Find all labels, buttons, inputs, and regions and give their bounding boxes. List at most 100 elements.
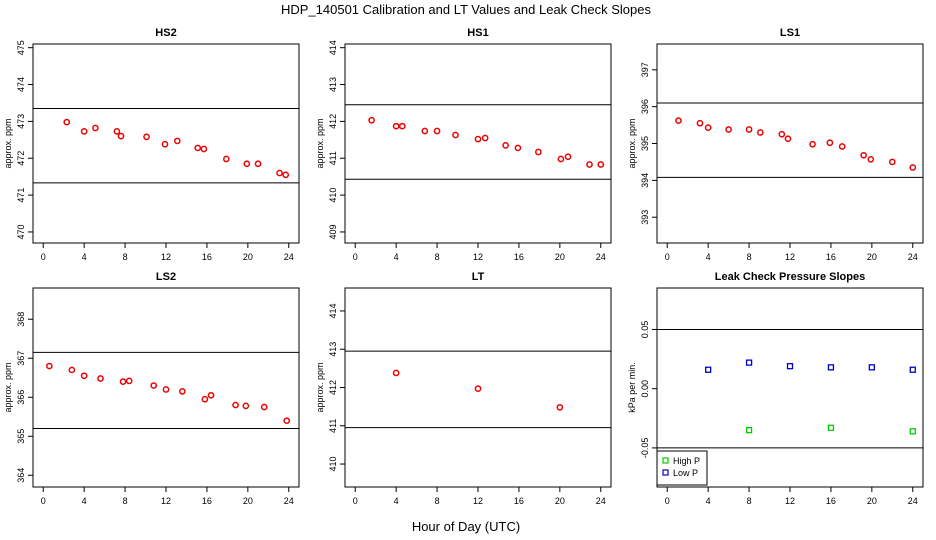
panel-lt: LT approx. ppm 0 4 8 12 16 20 24 410 411 412 413 414 — [315, 271, 612, 506]
panel-ls2: LS2 approx. ppm 0 4 8 12 16 20 24 364 365 366 367 368 — [3, 271, 300, 506]
data-point — [868, 364, 875, 371]
legend-marker — [662, 457, 669, 464]
data-point — [481, 134, 489, 142]
x-tick-label: 24 — [596, 496, 606, 506]
data-point — [398, 122, 406, 130]
y-tick-label: 364 — [16, 468, 26, 483]
data-point — [46, 362, 53, 370]
data-point — [119, 378, 127, 385]
data-point — [223, 155, 230, 163]
data-point — [556, 404, 564, 411]
x-tick-label: 4 — [706, 252, 711, 262]
y-tick-label: 412 — [328, 380, 338, 395]
y-tick-label: 0.05 — [640, 321, 650, 339]
y-tick-label: 397 — [640, 62, 650, 77]
data-point — [745, 359, 753, 366]
data-point — [909, 366, 916, 373]
panel-title: HS2 — [155, 27, 176, 39]
data-point — [745, 126, 753, 133]
data-point — [826, 139, 834, 147]
data-point — [143, 133, 150, 141]
data-point — [242, 402, 250, 410]
x-tick-label: 16 — [514, 496, 524, 506]
data-point — [125, 377, 133, 385]
y-tick-label: 409 — [328, 224, 338, 239]
data-point — [827, 424, 835, 431]
x-tick-label: 8 — [123, 252, 128, 262]
panel-hs2: HS2 approx. ppm 0 4 8 12 16 20 24 470 471 472 473 474… — [3, 27, 300, 262]
y-tick-label: 413 — [328, 77, 338, 92]
plot-frame — [344, 287, 612, 488]
x-tick-label: 4 — [394, 496, 399, 506]
x-tick-label: 24 — [908, 496, 918, 506]
panels: HS2 approx. ppm 0 4 8 12 16 20 24 470 471 472 473 474… — [3, 27, 924, 506]
x-tick-label: 0 — [353, 496, 358, 506]
data-point — [745, 426, 753, 434]
data-point — [200, 145, 208, 153]
x-tick-label: 4 — [706, 496, 711, 506]
x-tick-label: 20 — [555, 496, 565, 506]
plot-frame — [344, 43, 612, 244]
data-point — [113, 127, 121, 135]
x-tick-label: 12 — [785, 496, 795, 506]
y-axis-label: approx. ppm — [627, 118, 637, 168]
legend-box — [656, 450, 708, 486]
y-tick-label: 393 — [640, 210, 650, 225]
x-tick-label: 8 — [747, 252, 752, 262]
panel-title: HS1 — [467, 27, 488, 39]
data-point — [909, 164, 917, 171]
data-point — [201, 395, 209, 403]
x-tick-label: 24 — [284, 252, 294, 262]
y-tick-label: 474 — [16, 77, 26, 92]
panel-title: LT — [472, 271, 485, 283]
data-point — [778, 130, 786, 138]
data-point — [392, 369, 400, 377]
y-tick-label: 365 — [16, 429, 26, 444]
data-point — [756, 129, 764, 136]
data-point — [827, 364, 835, 371]
x-tick-label: 0 — [665, 496, 670, 506]
data-point — [232, 401, 239, 409]
x-tick-label: 8 — [747, 496, 752, 506]
y-tick-label: 472 — [16, 151, 26, 166]
y-tick-label: 396 — [640, 99, 650, 114]
data-point — [452, 131, 459, 139]
data-point — [150, 382, 158, 389]
data-point — [421, 127, 429, 135]
panel-title: LS2 — [156, 271, 176, 283]
x-tick-label: 12 — [161, 496, 171, 506]
y-tick-label: 411 — [328, 151, 338, 165]
x-tick-label: 20 — [867, 496, 877, 506]
data-point — [725, 126, 732, 133]
panel-ls1: LS1 approx. ppm 0 4 8 12 16 20 24 393 394 395 396 397 — [627, 27, 924, 262]
data-point — [80, 127, 88, 135]
x-tick-label: 20 — [867, 252, 877, 262]
data-point — [809, 140, 816, 148]
data-point — [63, 118, 71, 126]
plot-frame — [656, 43, 924, 244]
x-tick-label: 12 — [473, 496, 483, 506]
data-point — [260, 403, 268, 411]
y-tick-label: 414 — [328, 40, 338, 55]
y-tick-label: 0.00 — [640, 380, 650, 398]
data-point — [117, 132, 125, 140]
data-point — [784, 135, 792, 143]
data-point — [786, 363, 794, 370]
data-point — [97, 375, 104, 382]
x-tick-label: 20 — [243, 252, 253, 262]
y-tick-label: 368 — [16, 312, 26, 327]
data-point — [514, 144, 522, 152]
y-tick-label: 395 — [640, 136, 650, 151]
data-point — [696, 119, 704, 127]
x-tick-label: 8 — [435, 252, 440, 262]
data-point — [704, 124, 712, 132]
data-point — [564, 153, 572, 161]
panel-title: LS1 — [780, 27, 800, 39]
plot-frame — [32, 43, 300, 244]
y-axis-label: approx. ppm — [3, 362, 13, 412]
x-tick-label: 4 — [82, 496, 87, 506]
data-point — [474, 385, 482, 392]
y-tick-label: 475 — [16, 40, 26, 55]
data-point — [909, 428, 916, 435]
